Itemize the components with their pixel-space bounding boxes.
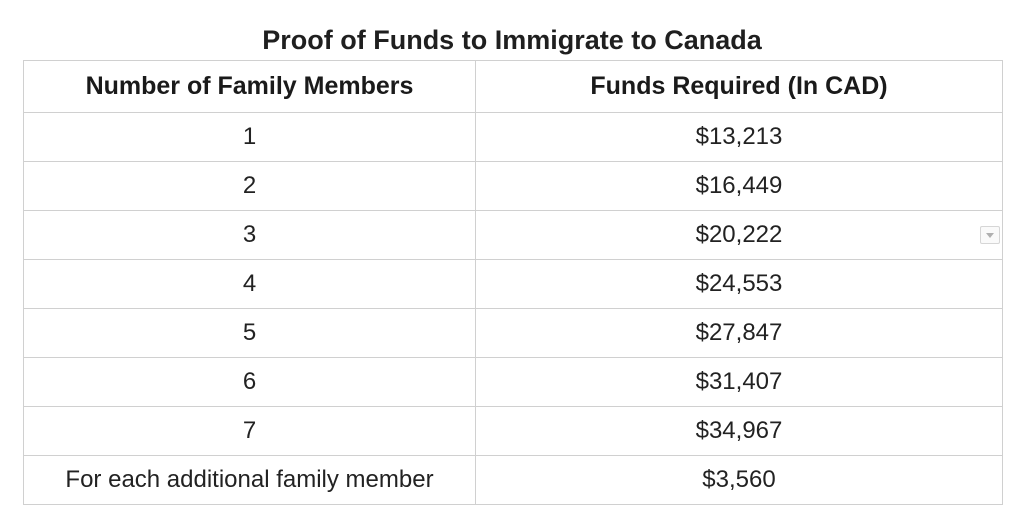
funds-cell: $3,560	[475, 455, 1003, 505]
funds-cell: $13,213	[475, 112, 1003, 162]
funds-cell: $24,553	[475, 259, 1003, 309]
family-members-cell: 3	[23, 210, 476, 260]
table-row: 2 $16,449	[23, 161, 1003, 211]
family-members-cell: 1	[23, 112, 476, 162]
funds-table: Number of Family Members Funds Required …	[23, 60, 1003, 505]
chevron-down-icon[interactable]	[980, 226, 1000, 244]
funds-cell: $27,847	[475, 308, 1003, 358]
family-members-cell: 6	[23, 357, 476, 407]
header-row: Number of Family Members Funds Required …	[23, 60, 1003, 113]
family-members-cell: 5	[23, 308, 476, 358]
table-row: 3 $20,222	[23, 210, 1003, 260]
funds-cell-with-dropdown: $20,222	[475, 210, 1003, 260]
family-members-cell: 2	[23, 161, 476, 211]
table-row: 7 $34,967	[23, 406, 1003, 456]
table-row: For each additional family member $3,560	[23, 455, 1003, 505]
funds-cell: $16,449	[475, 161, 1003, 211]
funds-cell-value: $20,222	[695, 221, 783, 248]
header-family-members: Number of Family Members	[23, 60, 476, 113]
table-row: 5 $27,847	[23, 308, 1003, 358]
funds-cell: $34,967	[475, 406, 1003, 456]
table-title: Proof of Funds to Immigrate to Canada	[262, 25, 762, 55]
table-row: 4 $24,553	[23, 259, 1003, 309]
family-members-cell: 4	[23, 259, 476, 309]
table-row: 1 $13,213	[23, 112, 1003, 162]
header-funds-required: Funds Required (In CAD)	[475, 60, 1003, 113]
funds-cell-inner: $20,222	[476, 211, 1002, 259]
family-members-cell: 7	[23, 406, 476, 456]
table-row: 6 $31,407	[23, 357, 1003, 407]
family-members-cell: For each additional family member	[23, 455, 476, 505]
funds-cell: $31,407	[475, 357, 1003, 407]
